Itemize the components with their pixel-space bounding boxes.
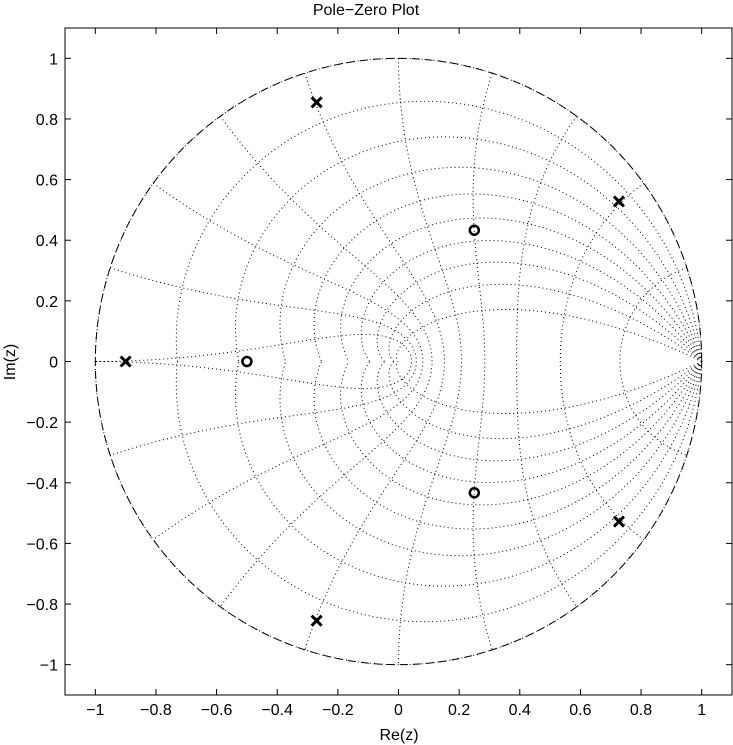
pole-marker [612,195,625,208]
zeta-line [376,261,703,362]
wn-line [152,182,424,541]
pole-zero-marks [119,96,625,627]
x-tick-label: 0.2 [448,702,470,719]
x-tick-label: 0 [394,702,403,719]
zeta-line [360,361,703,483]
zeta-line [360,240,703,362]
wn-line [110,267,417,456]
x-tick-label: −0.6 [201,702,233,719]
pole-marker [310,614,323,627]
pole-stroke [310,96,323,109]
zero-marker [468,487,481,499]
zero-marker [241,355,253,368]
zeta-line [340,361,703,506]
y-tick-label: 0.6 [36,173,58,190]
x-tick-label: −0.4 [261,702,293,719]
unit-circle [94,57,703,666]
wn-line [219,115,433,608]
x-tick-label: 0.8 [630,702,652,719]
y-tick-label: 0 [49,355,58,372]
x-tick-label: 1 [697,702,706,719]
zeta-line [388,361,702,440]
zeta-line [94,361,703,666]
pole-marker [119,355,132,368]
chart-title: Pole−Zero Plot [313,2,420,19]
axis-ticks: −1 −0.8 −0.6 −0.4 −0.2 0 0.2 0.4 0.6 0.8 1 −1 −0.8 −0… [26,28,732,719]
pole-stroke [310,614,323,627]
y-tick-label: 0.8 [36,112,58,129]
zgrid [94,57,703,666]
x-tick-label: 0.6 [569,702,591,719]
wn-line [559,182,645,541]
x-tick-label: −1 [86,702,104,719]
y-tick-label: 0.2 [36,294,58,311]
zeta-line [340,217,703,362]
y-tick-label: 0.4 [36,233,58,250]
y-tick-label: −0.8 [26,597,58,614]
y-tick-label: −1 [40,658,58,675]
pole-stroke [119,355,132,368]
y-tick-label: −0.4 [26,476,58,493]
pole-stroke [612,195,625,208]
y-tick-label: −0.6 [26,536,58,553]
zeta-line [313,361,703,530]
zero-marker [468,224,481,236]
wn-line [95,333,413,390]
x-tick-label: −0.8 [140,702,172,719]
y-tick-label: 1 [49,51,58,68]
pole-marker [612,515,625,528]
y-tick-label: −0.2 [26,415,58,432]
x-tick-label: 0.4 [509,702,531,719]
pole-marker [310,96,323,109]
x-tick-label: −0.2 [322,702,354,719]
zeta-line [388,283,702,362]
wn-line [304,73,445,650]
y-axis-label: Im(z) [2,344,19,380]
wn-line [398,58,462,665]
zeta-line [313,193,703,362]
x-axis-label: Re(z) [379,727,418,744]
pole-stroke [612,515,625,528]
